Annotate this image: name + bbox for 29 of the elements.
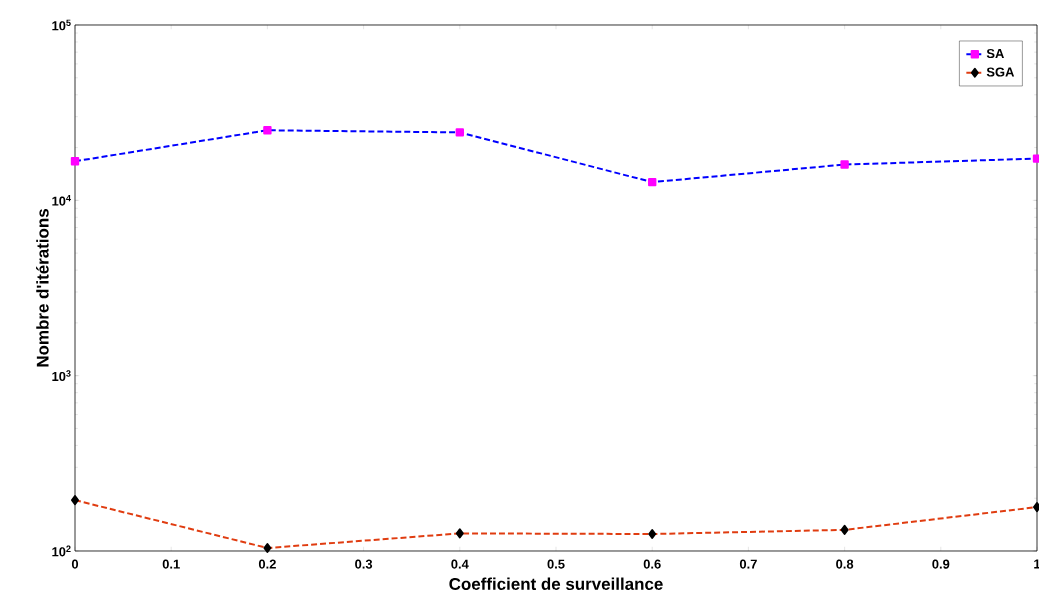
x-tick-label: 0.6 [643,559,661,569]
x-tick-label: 0.8 [836,559,854,569]
x-tick-label: 0.7 [739,559,757,569]
x-axis-title: Coefficient de surveillance [449,577,663,590]
x-tick-label: 0 [71,559,79,569]
x-tick-label: 0.2 [258,559,276,569]
x-tick-label: 0.1 [162,559,180,569]
y-tick-label: 10$^{2}$ [52,545,71,557]
point [71,495,79,506]
legend-label: SA [986,48,1004,59]
x-tick-label: 0.5 [547,559,565,569]
y-tick-label: 10$^{5}$ [52,19,71,31]
x-tick-label: 0.3 [355,559,373,569]
point [648,529,657,539]
point [648,177,657,187]
point [840,160,849,169]
point [70,157,80,166]
y-axis-title: Nombre d'itérations [36,209,49,367]
point [840,524,849,535]
y-tick-label: 10$^{3}$ [52,370,71,382]
x-tick-label: 0.4 [451,559,469,569]
x-tick-label: 0.9 [932,559,950,569]
legend-label: SGA [986,67,1015,77]
point [1032,154,1039,163]
y-tick-label: 10$^{4}$ [52,194,71,206]
point [263,126,272,135]
point [455,528,464,539]
point [455,128,464,137]
point [263,543,272,553]
